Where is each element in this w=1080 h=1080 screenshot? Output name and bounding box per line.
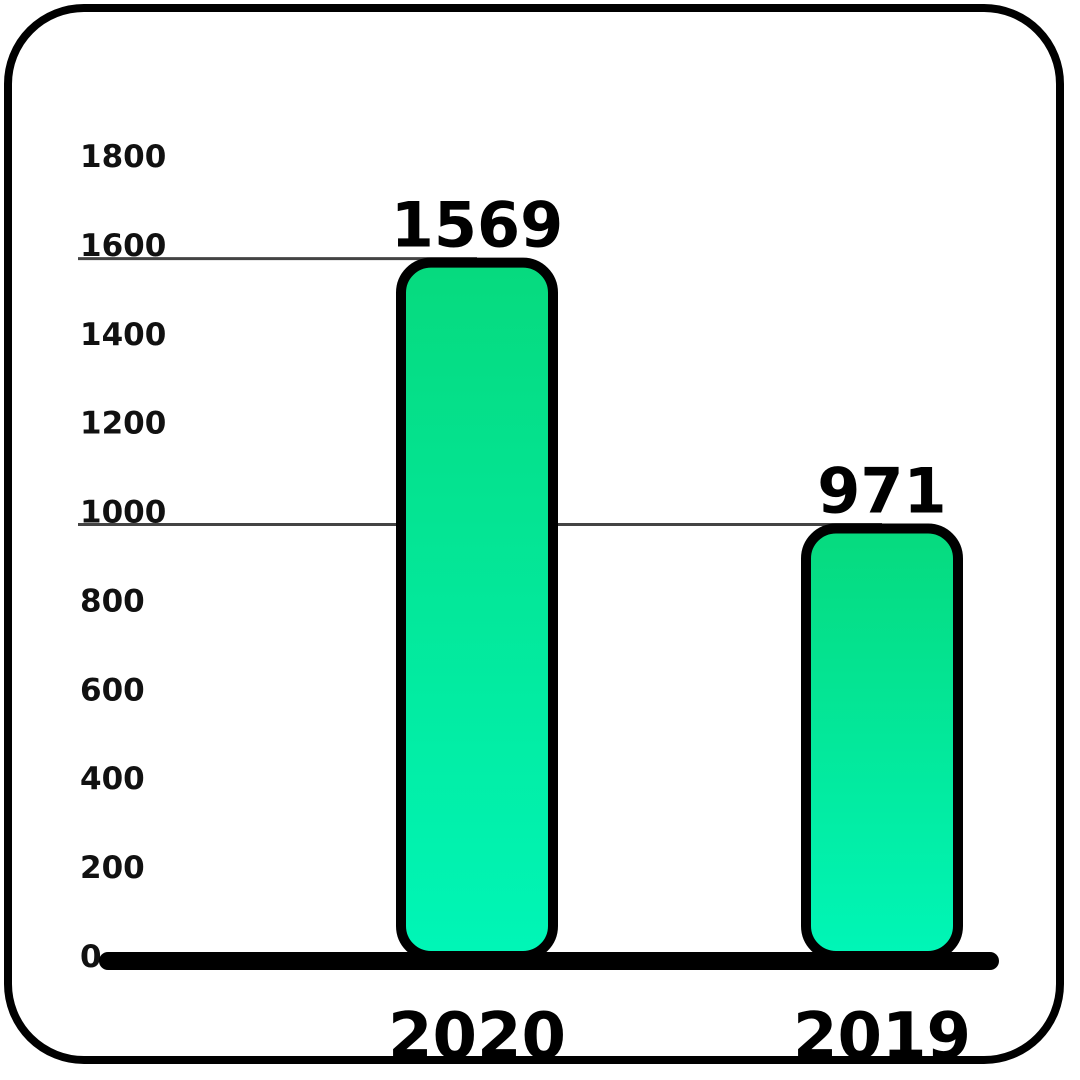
y-tick-label: 200 [80, 850, 145, 886]
y-tick-label: 800 [80, 583, 145, 619]
x-tick-label: 2019 [793, 1000, 971, 1074]
y-tick-label: 400 [80, 761, 145, 797]
x-tick-label: 2020 [388, 1000, 566, 1074]
y-tick-label: 1200 [80, 406, 166, 442]
y-tick-label: 0 [80, 939, 102, 975]
data-label: 1569 [391, 189, 564, 262]
bar [396, 257, 558, 961]
y-tick-label: 1600 [80, 228, 166, 264]
data-label: 971 [817, 454, 946, 527]
y-tick-label: 1800 [80, 139, 166, 175]
y-tick-label: 1400 [80, 317, 166, 353]
y-tick-label: 600 [80, 672, 145, 708]
bar [801, 523, 963, 961]
y-tick-label: 1000 [80, 495, 166, 531]
